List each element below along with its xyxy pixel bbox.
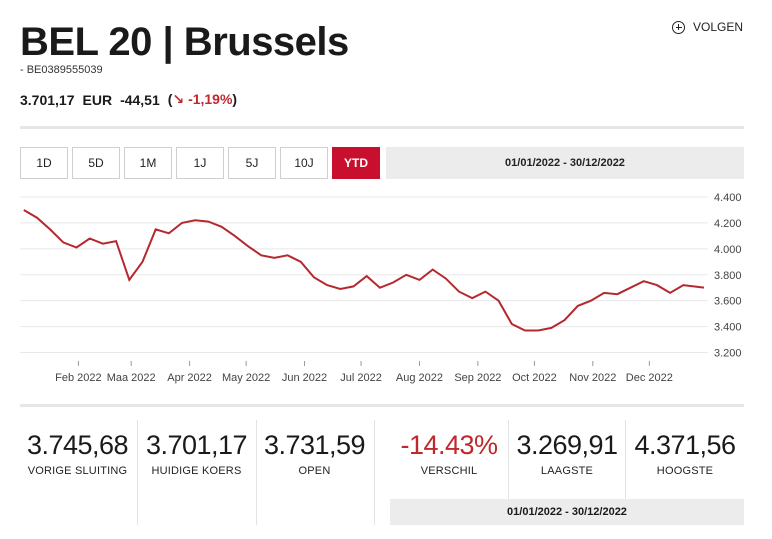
quote-currency: EUR [82,91,113,108]
stat-change: -14.43% VERSCHIL [400,430,498,477]
x-axis-ticks: Feb 2022 Maa 2022 Apr 2022 May 2022 Jun 2022… [55,361,673,384]
date-range-selector[interactable]: 01/01/2022 - 30/12/2022 [386,147,744,179]
divider [508,420,509,525]
quote-price: 3.701,17 [20,91,75,108]
stat-open: 3.731,59 OPEN [263,430,366,477]
x-tick-label: Jun 2022 [282,372,327,384]
follow-button[interactable]: VOLGEN [672,20,743,34]
y-tick-label: 3.600 [714,296,742,308]
x-tick-label: Feb 2022 [55,372,101,384]
tab-ytd[interactable]: YTD [332,147,380,179]
quote-change-pct-wrapper: (↘ -1,19%) [167,91,238,107]
divider [137,420,138,525]
page-title: BEL 20 | Brussels [20,20,349,64]
x-tick-label: Apr 2022 [167,372,212,384]
stat-high: 4.371,56 HOOGSTE [634,430,736,477]
y-tick-label: 4.000 [714,244,742,256]
chart-grid [20,196,708,354]
isin-code: - BE0389555039 [20,64,103,76]
x-tick-label: Jul 2022 [340,372,382,384]
tab-5j[interactable]: 5J [228,147,276,179]
price-chart: 4.400 4.200 4.000 3.800 3.600 3.400 3.200 Feb … [20,192,742,384]
divider [20,404,744,407]
quote-change-pct: -1,19% [188,91,233,107]
x-tick-label: Sep 2022 [454,372,501,384]
tab-1d[interactable]: 1D [20,147,68,179]
tab-5d[interactable]: 5D [72,147,120,179]
divider [20,126,744,129]
tab-1m[interactable]: 1M [124,147,172,179]
follow-label: VOLGEN [693,20,744,34]
x-tick-label: Dec 2022 [626,372,673,384]
stats-date-range: 01/01/2022 - 30/12/2022 [390,499,744,525]
x-tick-label: Nov 2022 [569,372,616,384]
period-tabs: 1D 5D 1M 1J 5J 10J YTD [20,147,380,179]
x-tick-label: Aug 2022 [396,372,443,384]
series-line [23,209,705,332]
quote-line: 3.701,17 EUR -44,51 (↘ -1,19%) [20,91,237,108]
stat-current: 3.701,17 HUIDIGE KOERS [145,430,248,477]
y-tick-label: 4.200 [714,218,742,230]
y-axis-ticks: 4.400 4.200 4.000 3.800 3.600 3.400 3.200 [714,192,742,360]
x-tick-label: Maa 2022 [107,372,156,384]
y-tick-label: 3.200 [714,348,742,360]
stat-low: 3.269,91 LAAGSTE [516,430,618,477]
plus-circle-icon [672,20,685,34]
stats-panel: 3.745,68 VORIGE SLUITING 3.701,17 HUIDIG… [20,420,744,525]
tab-10j[interactable]: 10J [280,147,328,179]
y-tick-label: 3.400 [714,322,742,334]
y-tick-label: 4.400 [714,192,742,204]
x-tick-label: May 2022 [222,372,270,384]
quote-change: -44,51 [120,91,160,108]
x-tick-label: Oct 2022 [512,372,557,384]
arrow-down-right-icon: ↘ [172,91,185,107]
divider [625,420,626,525]
stat-prev-close: 3.745,68 VORIGE SLUITING [26,430,129,477]
tab-1j[interactable]: 1J [176,147,224,179]
y-tick-label: 3.800 [714,270,742,282]
divider [374,420,375,525]
divider [256,420,257,525]
